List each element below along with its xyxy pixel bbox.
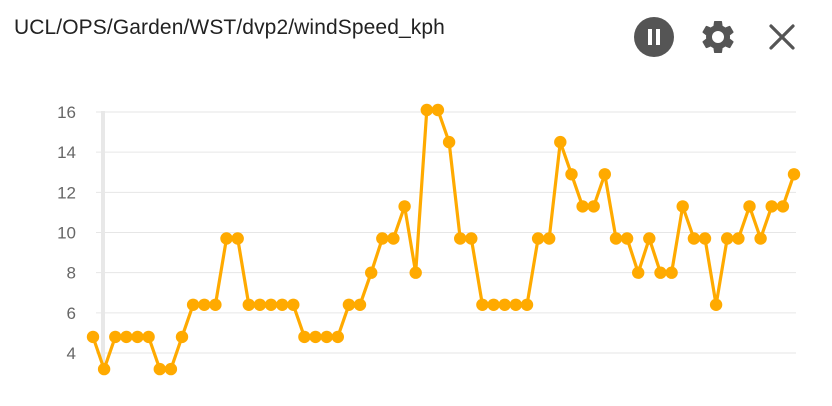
- data-point: [598, 168, 611, 181]
- data-point: [587, 200, 600, 213]
- data-point: [609, 232, 623, 245]
- y-tick-label: 4: [67, 344, 76, 363]
- data-point: [420, 103, 433, 117]
- data-point: [365, 266, 378, 279]
- data-point: [387, 232, 400, 245]
- data-point: [431, 103, 445, 117]
- data-point: [698, 232, 712, 245]
- data-point: [298, 330, 311, 344]
- pause-icon: [634, 17, 674, 57]
- pause-button[interactable]: [632, 15, 676, 59]
- data-point: [376, 232, 389, 245]
- data-point: [776, 200, 790, 213]
- data-point: [721, 232, 734, 245]
- data-point: [164, 362, 178, 376]
- data-point: [454, 232, 467, 245]
- data-point: [476, 298, 489, 311]
- y-tick-label: 12: [57, 183, 76, 202]
- data-point: [576, 200, 589, 213]
- data-point: [498, 298, 511, 311]
- y-tick-label: 16: [57, 103, 76, 122]
- data-point: [620, 232, 634, 245]
- y-tick-label: 10: [57, 224, 76, 243]
- data-point: [153, 362, 166, 376]
- data-point: [320, 330, 333, 344]
- data-point: [465, 232, 478, 245]
- data-point: [487, 298, 500, 311]
- y-tick-label: 6: [67, 304, 76, 323]
- y-tick-label: 14: [57, 143, 76, 162]
- data-point: [665, 266, 678, 279]
- close-icon: [769, 24, 795, 50]
- chart-title: UCL/OPS/Garden/WST/dvp2/windSpeed_kph: [14, 16, 445, 39]
- data-point: [109, 330, 122, 344]
- data-point: [743, 200, 756, 213]
- data-point: [543, 232, 556, 245]
- data-point: [287, 298, 300, 311]
- data-point: [765, 200, 778, 213]
- data-point: [409, 266, 422, 279]
- data-point: [687, 232, 701, 245]
- data-point: [787, 168, 801, 181]
- data-point: [97, 362, 111, 376]
- data-point: [632, 266, 645, 279]
- data-point: [264, 298, 278, 311]
- data-point: [554, 135, 567, 149]
- data-point: [442, 135, 456, 149]
- data-point: [353, 298, 367, 311]
- data-point: [131, 330, 144, 344]
- data-point: [220, 232, 233, 245]
- data-point: [565, 168, 578, 181]
- data-point: [398, 200, 411, 213]
- data-point: [186, 298, 200, 311]
- data-point: [520, 298, 534, 311]
- close-button[interactable]: [760, 15, 804, 59]
- data-point: [531, 232, 545, 245]
- data-point: [709, 298, 723, 311]
- y-tick-label: 8: [67, 264, 76, 283]
- data-point: [309, 330, 322, 344]
- data-point: [86, 330, 100, 344]
- data-point: [676, 200, 689, 213]
- settings-button[interactable]: [696, 15, 740, 59]
- data-point: [331, 330, 344, 344]
- data-point: [276, 298, 289, 311]
- gear-icon: [702, 20, 734, 53]
- data-point: [120, 330, 133, 344]
- data-point: [342, 298, 356, 311]
- data-point: [209, 298, 222, 311]
- data-point: [643, 232, 656, 245]
- data-point: [175, 330, 189, 344]
- data-point: [142, 330, 155, 344]
- data-point: [231, 232, 244, 245]
- data-point: [732, 232, 745, 245]
- data-point: [253, 298, 267, 311]
- data-point: [754, 232, 767, 245]
- data-point: [509, 298, 522, 311]
- data-point: [198, 298, 211, 311]
- data-point: [654, 266, 667, 279]
- data-point: [242, 298, 255, 311]
